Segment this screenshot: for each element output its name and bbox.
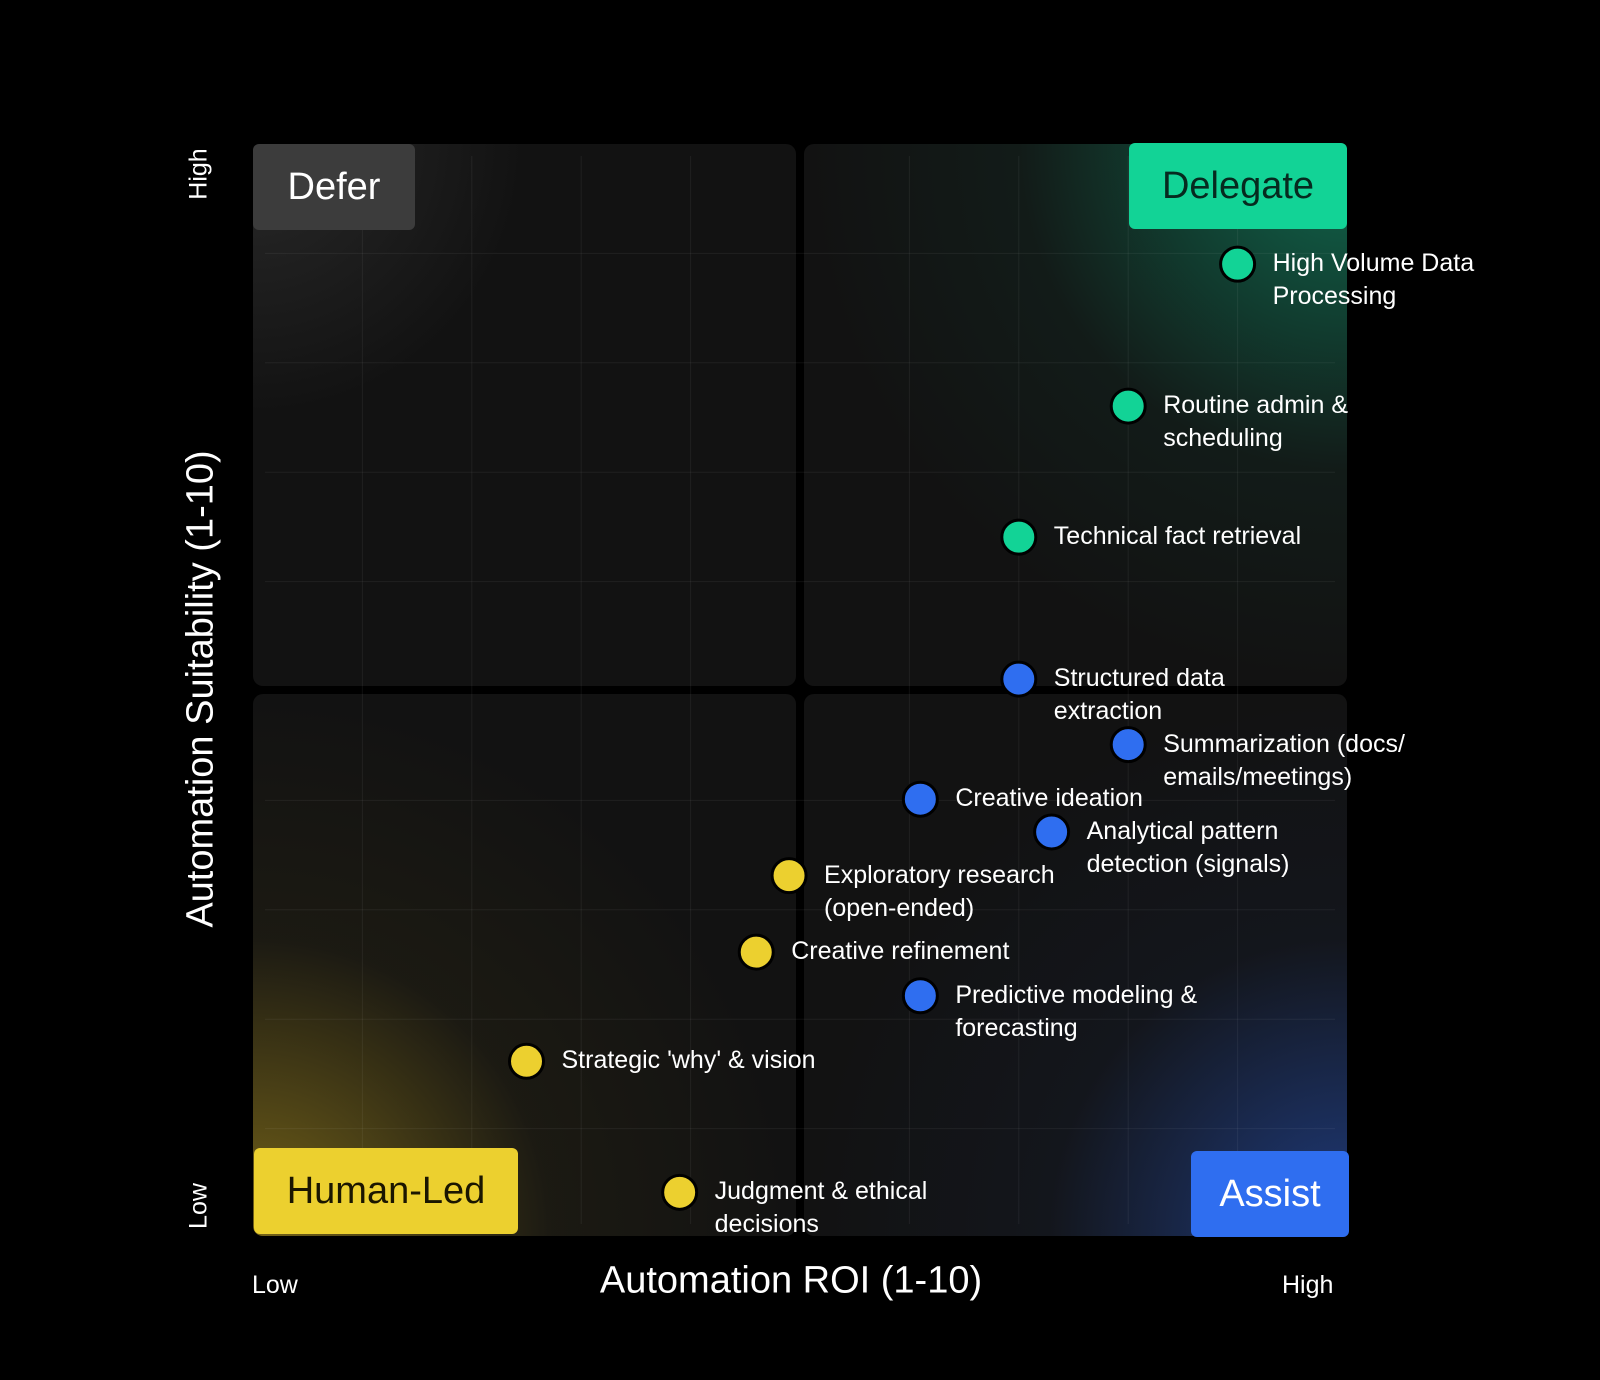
data-point-label: Creative ideation	[955, 784, 1143, 813]
quadrant-label-assist: Assist	[1191, 1151, 1349, 1237]
data-point-label: Exploratory research (open-ended)	[824, 860, 1055, 922]
data-point-human	[508, 1042, 545, 1080]
data-point-label: Structured data extraction	[1053, 664, 1225, 726]
data-point-assist	[1109, 726, 1147, 764]
data-point-delegate	[1219, 245, 1257, 283]
data-point-human	[737, 933, 775, 971]
panel-human-led-glow	[253, 694, 796, 1236]
x-axis-title: Automation ROI (1-10)	[599, 1259, 983, 1302]
data-point-label: Judgment & ethical decisions	[714, 1177, 928, 1239]
x-axis-high-label: High	[1282, 1271, 1334, 1299]
data-point-label: Technical fact retrieval	[1053, 522, 1302, 551]
y-axis-title: Automation Suitability (1-10)	[179, 450, 222, 928]
quadrant-label-delegate: Delegate	[1129, 143, 1347, 229]
data-point-human	[661, 1173, 699, 1211]
panel-assist-glow	[804, 694, 1347, 1236]
data-point-label: Creative refinement	[791, 937, 1010, 966]
data-point-label: Routine admin & scheduling	[1163, 391, 1349, 453]
x-axis-low-label: Low	[252, 1271, 298, 1299]
data-point-label: Predictive modeling & forecasting	[955, 980, 1198, 1042]
data-point-label: Summarization (docs/ emails/meetings)	[1163, 729, 1405, 791]
data-point-label: High Volume Data Processing	[1272, 249, 1475, 311]
data-point-assist	[901, 977, 939, 1015]
data-point-human	[770, 857, 808, 895]
data-point-delegate	[1109, 387, 1147, 425]
data-point-delegate	[1000, 518, 1038, 556]
y-axis-low-label: Low	[184, 1183, 213, 1229]
data-point-assist	[901, 780, 939, 818]
data-point-assist	[1000, 660, 1038, 698]
quadrant-label-human-led: Human-Led	[254, 1148, 518, 1234]
quadrant-label-defer: Defer	[253, 144, 415, 230]
panel-defer-glow	[253, 144, 796, 686]
panel-delegate-glow	[804, 144, 1347, 686]
data-point-assist	[1033, 813, 1071, 851]
data-point-label: Strategic 'why' & vision	[561, 1046, 816, 1075]
y-axis-high-label: High	[184, 148, 213, 200]
data-point-label: Analytical pattern detection (signals)	[1086, 816, 1290, 878]
